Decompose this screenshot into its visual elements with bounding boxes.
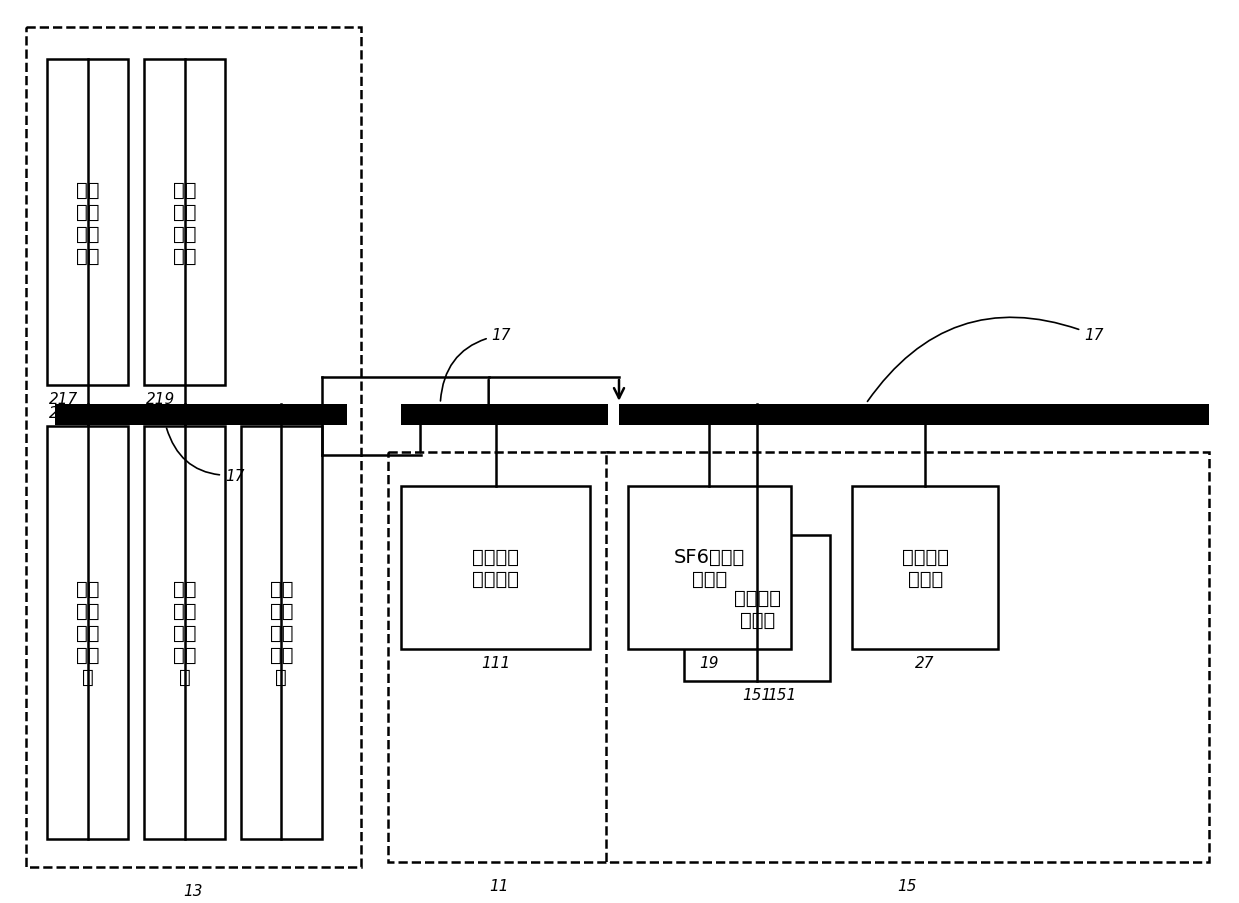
Bar [56,405,347,426]
Text: 213: 213 [146,406,175,421]
Text: 13: 13 [183,882,203,898]
Text: 机器人巡
检装置: 机器人巡 检装置 [902,547,949,588]
Bar [388,452,610,862]
Text: 变电站集
控装置: 变电站集 控装置 [733,588,781,628]
Bar [47,60,128,386]
Text: 19: 19 [700,655,719,670]
Text: 油色
谱在
线监
测装
置: 油色 谱在 线监 测装 置 [76,580,99,686]
Bar [400,405,608,426]
Text: 局放
在线
监测
装置: 局放 在线 监测 装置 [76,181,99,265]
Bar [628,486,790,649]
Text: 111: 111 [481,655,510,670]
Text: 一次设备
监控装置: 一次设备 监控装置 [472,547,519,588]
Text: 151: 151 [742,687,772,703]
Text: 15: 15 [897,878,917,893]
Bar [144,427,225,839]
Bar [400,486,590,649]
Text: 219: 219 [146,391,175,406]
Bar [852,486,999,649]
Text: 17: 17 [166,429,244,483]
Text: 17: 17 [440,328,512,402]
Text: 微水
在线
监测
装置: 微水 在线 监测 装置 [172,181,196,265]
Bar [240,427,322,839]
Text: 211: 211 [50,406,78,421]
Bar [620,405,1208,426]
Bar [26,28,362,867]
Bar [144,60,225,386]
Text: 遮雷
器在
线监
测装
置: 遮雷 器在 线监 测装 置 [172,580,196,686]
Bar [684,535,830,682]
Text: 断路
器在
线监
测装
置: 断路 器在 线监 测装 置 [270,580,294,686]
Text: 215: 215 [243,406,273,421]
Text: 217: 217 [50,391,78,406]
Text: 11: 11 [489,878,509,893]
Bar [47,427,128,839]
Text: 17: 17 [867,318,1104,402]
Text: 27: 27 [916,655,935,670]
Text: SF6气体监
控装置: SF6气体监 控装置 [674,547,745,588]
Text: 151: 151 [767,687,797,703]
Bar [606,452,1208,862]
